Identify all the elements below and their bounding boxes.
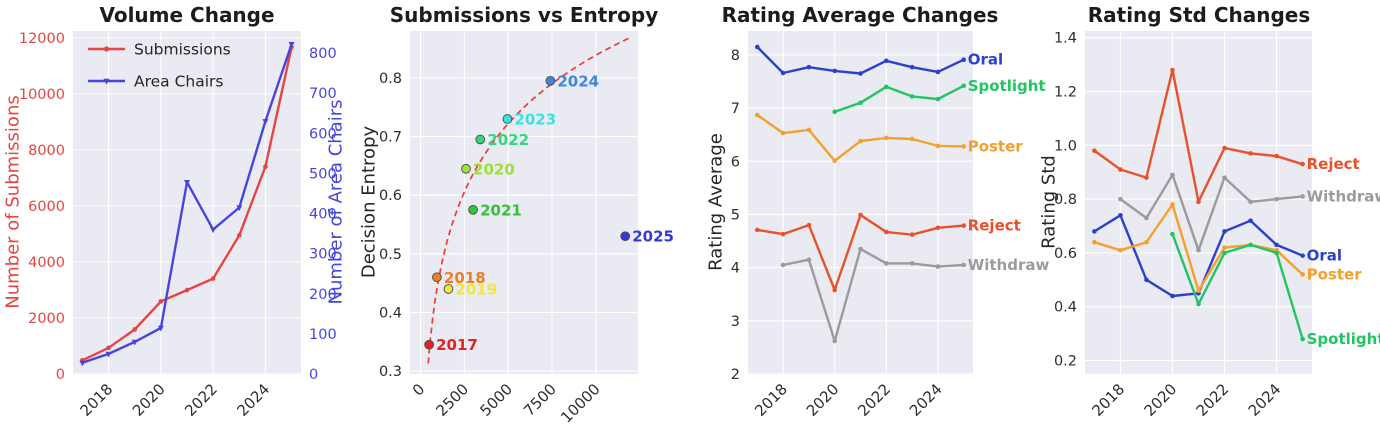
svg-text:2022: 2022 <box>1193 380 1233 420</box>
svg-text:2018: 2018 <box>751 380 791 420</box>
svg-text:2022: 2022 <box>854 380 894 420</box>
svg-text:2017: 2017 <box>436 336 478 354</box>
svg-text:7500: 7500 <box>520 380 560 420</box>
chart-title-rating-std-changes: Rating Std Changes <box>1087 3 1311 27</box>
svg-text:Withdraw: Withdraw <box>1307 187 1380 205</box>
svg-text:Oral: Oral <box>968 51 1003 69</box>
svg-text:10000: 10000 <box>19 87 65 103</box>
svg-text:2022: 2022 <box>487 131 529 149</box>
svg-text:2024: 2024 <box>234 380 274 420</box>
svg-text:Area Chairs: Area Chairs <box>134 73 224 91</box>
svg-text:12000: 12000 <box>19 31 65 47</box>
svg-text:Reject: Reject <box>1307 155 1360 173</box>
svg-text:0: 0 <box>309 367 318 383</box>
y-axis-label-decision-entropy: Decision Entropy <box>358 125 380 279</box>
svg-text:0: 0 <box>409 380 428 399</box>
svg-text:600: 600 <box>309 126 337 142</box>
svg-text:2500: 2500 <box>432 380 472 420</box>
y-axis-label-number-of-submissions: Number of Submissions <box>2 95 24 309</box>
svg-text:4000: 4000 <box>28 255 65 271</box>
svg-text:Poster: Poster <box>968 137 1024 155</box>
svg-text:Poster: Poster <box>1307 265 1363 283</box>
svg-text:1.0: 1.0 <box>1054 138 1077 154</box>
svg-text:800: 800 <box>309 46 337 62</box>
svg-text:2023: 2023 <box>514 110 556 128</box>
svg-text:2018: 2018 <box>1089 380 1129 420</box>
svg-text:300: 300 <box>309 247 337 263</box>
volume-change-plot: 2018 2020 2022 2024020004000600080001000012… <box>19 31 337 420</box>
svg-text:2018: 2018 <box>444 269 486 287</box>
svg-text:2020: 2020 <box>473 160 515 178</box>
svg-text:0.7: 0.7 <box>379 130 402 146</box>
svg-text:2024: 2024 <box>557 72 599 90</box>
svg-text:100: 100 <box>309 327 337 343</box>
svg-text:8: 8 <box>731 48 740 64</box>
svg-text:5000: 5000 <box>476 380 516 420</box>
panel-submissions-vs-entropy: 2017 2018 2019 2020 2021 2022 2023 2024 2025 0 250… <box>345 0 690 429</box>
svg-text:Spotlight: Spotlight <box>1307 330 1380 348</box>
svg-text:1.4: 1.4 <box>1054 31 1077 47</box>
svg-text:6: 6 <box>731 154 740 170</box>
svg-text:Reject: Reject <box>968 217 1021 235</box>
svg-text:2020: 2020 <box>129 380 169 420</box>
svg-text:2020: 2020 <box>803 380 843 420</box>
chart-title-submissions-vs-entropy: Submissions vs Entropy <box>389 3 659 27</box>
svg-text:3: 3 <box>731 314 740 330</box>
svg-text:2024: 2024 <box>906 380 946 420</box>
svg-text:0.8: 0.8 <box>1054 192 1077 208</box>
panel-volume-change: 2018 2020 2022 2024 0 2000 4000 6000 8000 10000 12… <box>0 0 347 429</box>
svg-text:Oral: Oral <box>1307 247 1342 265</box>
svg-text:2024: 2024 <box>1245 380 1285 420</box>
svg-text:700: 700 <box>309 86 337 102</box>
y-axis-label-rating-average: Rating Average <box>705 133 727 271</box>
svg-text:500: 500 <box>309 166 337 182</box>
svg-text:2022: 2022 <box>181 380 221 420</box>
svg-text:0.3: 0.3 <box>379 364 402 380</box>
svg-text:10000: 10000 <box>557 380 603 426</box>
svg-text:2025: 2025 <box>632 228 674 246</box>
svg-text:2021: 2021 <box>480 201 522 219</box>
svg-text:Spotlight: Spotlight <box>968 77 1046 95</box>
svg-text:8000: 8000 <box>28 143 65 159</box>
y-axis-label-number-of-area-chairs: Number of Area Chairs <box>325 99 347 305</box>
svg-text:2018: 2018 <box>77 380 117 420</box>
panel-rating-average-changes: Oral Spotlight Poster Reject Withdraw 2018 202… <box>690 0 1050 429</box>
svg-text:2019: 2019 <box>455 280 497 298</box>
svg-text:0.6: 0.6 <box>379 188 402 204</box>
svg-text:Withdraw: Withdraw <box>968 256 1050 274</box>
svg-text:0: 0 <box>56 367 65 383</box>
svg-text:0.5: 0.5 <box>379 247 402 263</box>
svg-text:4: 4 <box>731 261 740 277</box>
svg-text:2: 2 <box>731 367 740 383</box>
svg-text:0.2: 0.2 <box>1054 354 1077 370</box>
svg-text:7: 7 <box>731 101 740 117</box>
chart-title-rating-average-changes: Rating Average Changes <box>721 3 999 27</box>
rating-average-changes-plot: Oral Spotlight Poster Reject Withdraw 2018 202… <box>731 31 1050 420</box>
svg-text:6000: 6000 <box>28 199 65 215</box>
chart-title-volume-change: Volume Change <box>99 3 275 27</box>
svg-text:400: 400 <box>309 207 337 223</box>
svg-text:0.4: 0.4 <box>1054 300 1077 316</box>
svg-text:5: 5 <box>731 207 740 223</box>
svg-text:200: 200 <box>309 287 337 303</box>
svg-text:0.6: 0.6 <box>1054 246 1077 262</box>
svg-text:0.4: 0.4 <box>379 305 402 321</box>
svg-text:2000: 2000 <box>28 311 65 327</box>
y-axis-label-rating-std: Rating Std <box>1038 155 1060 249</box>
svg-text:1.2: 1.2 <box>1054 85 1077 101</box>
svg-text:0.8: 0.8 <box>379 71 402 87</box>
svg-text:Submissions: Submissions <box>134 41 231 59</box>
svg-text:2020: 2020 <box>1141 380 1181 420</box>
